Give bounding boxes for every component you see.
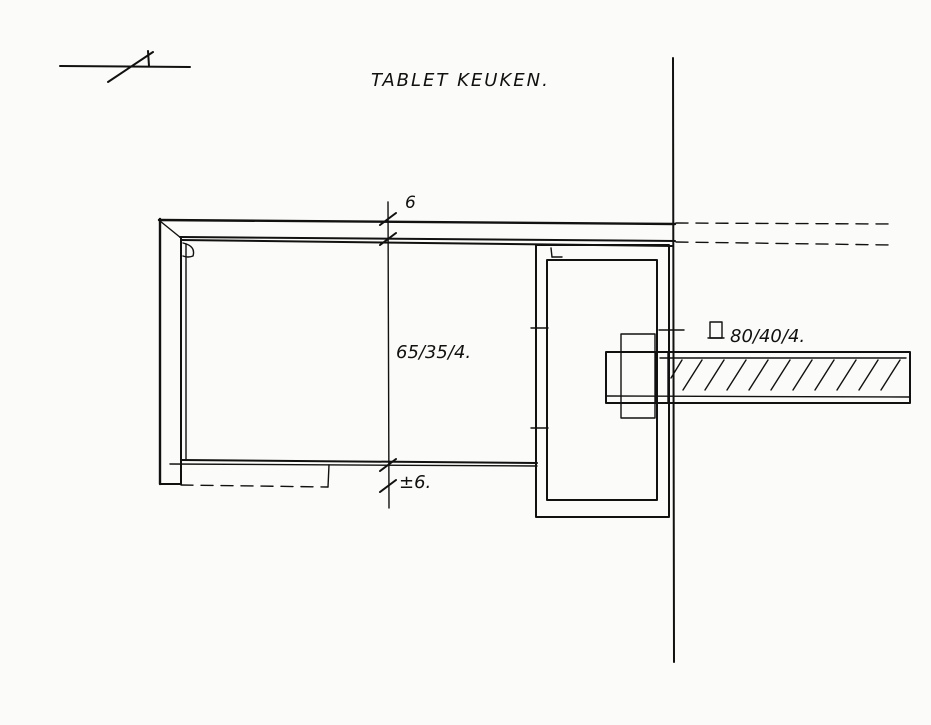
hatched-tube-section (605, 333, 911, 419)
dimension-line (379, 201, 397, 509)
box-section (530, 244, 685, 518)
bottom-rail (169, 459, 538, 488)
tube-profile-label: 80/40/4. (730, 326, 805, 347)
wall-reference-line (672, 57, 675, 663)
countertop-top-plate (157, 218, 893, 247)
section-symbol (59, 50, 191, 83)
top-dimension-label: 6 (405, 193, 416, 213)
inner-profile-label: 65/35/4. (396, 342, 471, 363)
drawing-title: TABLET KEUKEN. (371, 70, 550, 91)
tube-profile-callout: 80/40/4. (707, 321, 805, 347)
left-frame (158, 217, 195, 486)
bottom-dimension-label: ±6. (399, 472, 431, 493)
